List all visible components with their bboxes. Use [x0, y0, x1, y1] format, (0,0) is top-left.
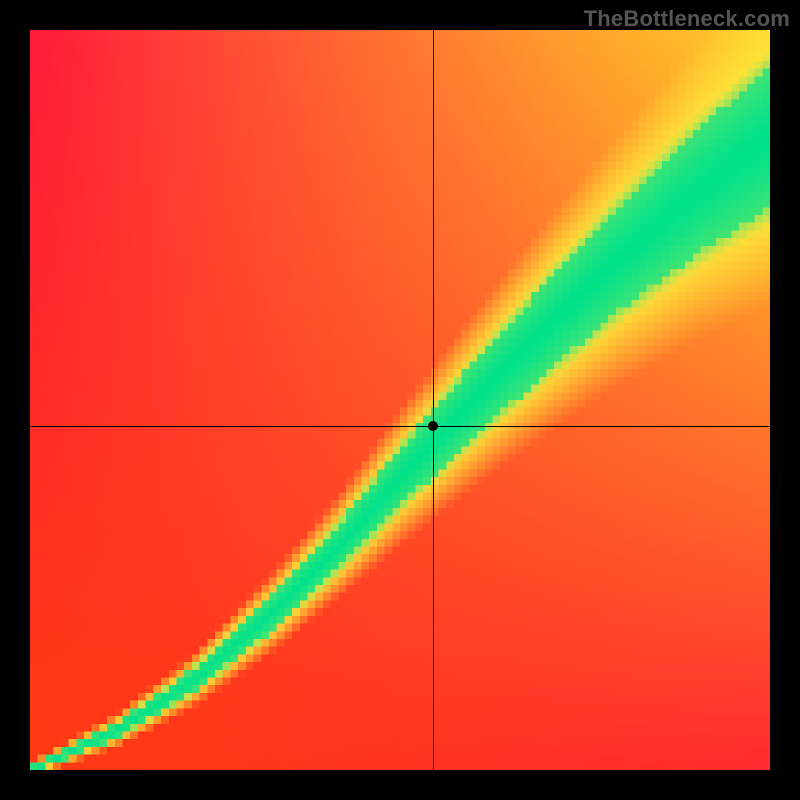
crosshair-vertical	[433, 30, 434, 770]
heatmap-canvas	[30, 30, 770, 770]
heatmap-plot	[30, 30, 770, 770]
crosshair-horizontal	[30, 426, 770, 427]
watermark-text: TheBottleneck.com	[584, 6, 790, 32]
chart-frame: TheBottleneck.com	[0, 0, 800, 800]
